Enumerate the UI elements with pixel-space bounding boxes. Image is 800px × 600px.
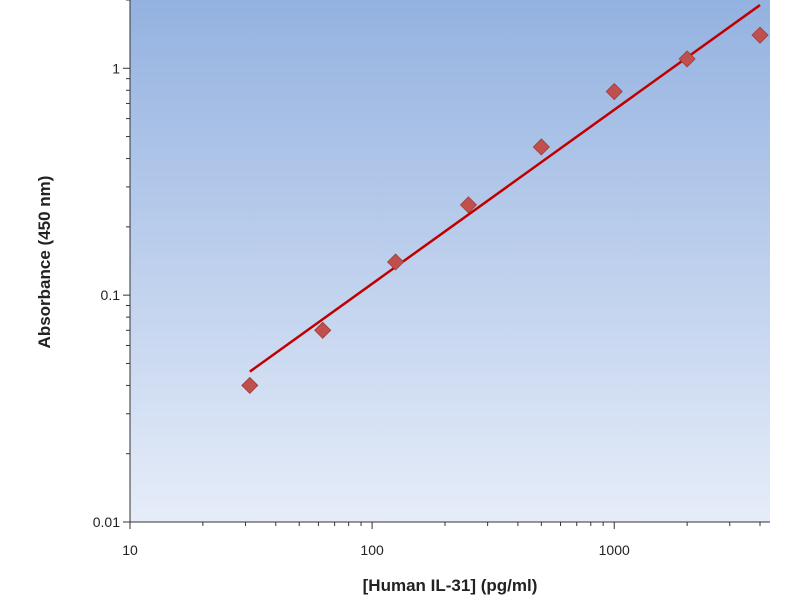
y-tick-label: 0.01 [93, 514, 120, 530]
data-point [459, 196, 478, 214]
x-tick-label: 1000 [599, 542, 630, 558]
data-point [751, 26, 769, 44]
data-point [314, 321, 332, 339]
fit-line [249, 4, 761, 373]
plot-area [130, 0, 770, 522]
y-tick-label: 0.1 [101, 287, 121, 303]
data-point [678, 50, 696, 68]
x-axis-title: [Human IL-31] (pg/ml) [363, 576, 538, 595]
y-axis-title: Absorbance (450 nm) [35, 176, 54, 349]
x-tick-label: 10 [122, 542, 138, 558]
x-tick-label: 100 [360, 542, 384, 558]
data-point [605, 82, 623, 101]
y-tick-label: 1 [112, 60, 120, 76]
data-point [241, 376, 259, 394]
data-point [532, 138, 550, 156]
data-point [387, 253, 405, 271]
